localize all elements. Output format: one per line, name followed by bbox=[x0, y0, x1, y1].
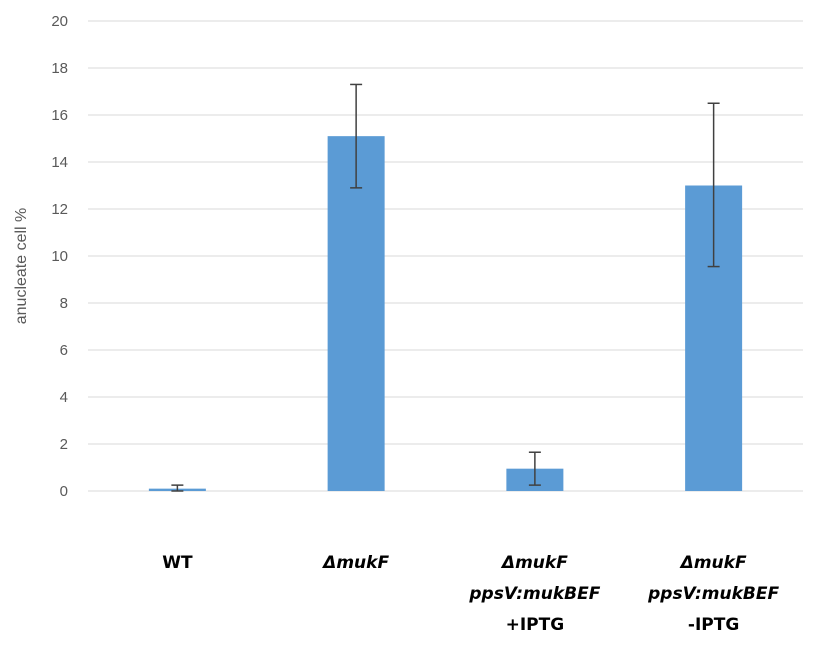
x-category-label: ppsV:mukBEF bbox=[468, 584, 600, 604]
x-category-label-part: Δ bbox=[500, 553, 515, 573]
y-tick-label: 12 bbox=[51, 201, 68, 218]
x-category-label: ppsV:mukBEF bbox=[647, 584, 779, 604]
x-category-label: ΔmukF bbox=[321, 553, 389, 573]
bar bbox=[327, 136, 385, 491]
y-axis-ticks: 0 2 4 6 8 10 12 14 16 18 20 bbox=[51, 13, 68, 500]
x-category-label-part: ppsV:mukBEF bbox=[647, 584, 779, 604]
y-tick-label: 18 bbox=[51, 60, 68, 77]
x-category-label-part: mukF bbox=[515, 553, 568, 573]
error-bars bbox=[171, 83, 720, 492]
error-bar bbox=[528, 451, 541, 486]
y-tick-label: 20 bbox=[51, 13, 68, 30]
x-category-label-part: WT bbox=[162, 553, 193, 573]
x-category-label-part: mukF bbox=[694, 553, 747, 573]
y-tick-label: 2 bbox=[60, 436, 68, 453]
y-tick-label: 14 bbox=[51, 154, 68, 171]
x-category-label: ΔmukF bbox=[500, 553, 568, 573]
y-tick-label: 10 bbox=[51, 248, 68, 265]
y-tick-label: 6 bbox=[60, 342, 68, 359]
y-tick-label: 4 bbox=[60, 389, 68, 406]
x-category-label: WT bbox=[162, 553, 193, 573]
gridlines bbox=[88, 20, 803, 492]
y-tick-label: 8 bbox=[60, 295, 68, 312]
bars bbox=[148, 136, 743, 491]
error-bar bbox=[707, 102, 720, 268]
x-category-label-part: Δ bbox=[321, 553, 336, 573]
x-category-label-part: +IPTG bbox=[506, 615, 565, 635]
error-bar bbox=[350, 83, 363, 189]
y-axis-label: anucleate cell % bbox=[13, 208, 30, 325]
x-axis-categories: WT ΔmukF ΔmukFppsV:mukBEF+IPTGΔmukFppsV:mu… bbox=[162, 553, 779, 635]
x-category-label-part: -IPTG bbox=[688, 615, 739, 635]
x-category-label: -IPTG bbox=[688, 615, 739, 635]
x-category-label-part: Δ bbox=[679, 553, 694, 573]
y-tick-label: 0 bbox=[60, 483, 68, 500]
x-category-label-part: ppsV:mukBEF bbox=[468, 584, 600, 604]
y-tick-label: 16 bbox=[51, 107, 68, 124]
x-category-label-part: mukF bbox=[336, 553, 389, 573]
x-category-label: ΔmukF bbox=[679, 553, 747, 573]
x-category-label: +IPTG bbox=[506, 615, 565, 635]
error-bar bbox=[171, 484, 184, 492]
